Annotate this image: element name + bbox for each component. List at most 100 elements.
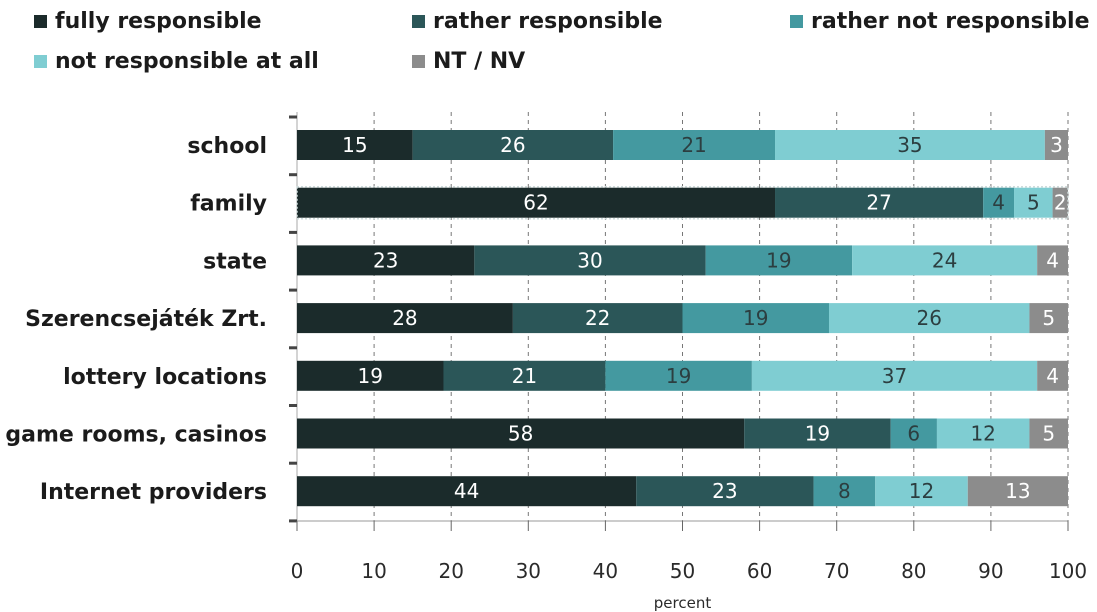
bar-segment	[1044, 130, 1068, 160]
data-label: 62	[523, 191, 548, 215]
data-label: 28	[392, 306, 417, 330]
data-label: 44	[454, 479, 479, 503]
data-label: 13	[1005, 479, 1030, 503]
data-label: 19	[666, 364, 691, 388]
data-label: 4	[1046, 364, 1059, 388]
bar-segment	[297, 360, 444, 391]
legend-swatch	[412, 55, 425, 68]
data-label: 19	[358, 364, 383, 388]
category-label: game rooms, casinos	[5, 423, 267, 448]
bar-segment	[1037, 360, 1068, 391]
x-tick-label: 20	[438, 559, 463, 583]
x-tick-label: 60	[747, 559, 772, 583]
bar-segment	[852, 245, 1038, 276]
bar-segment	[512, 303, 683, 334]
legend-item: rather responsible	[412, 9, 663, 34]
category-label: family	[190, 192, 267, 217]
bar-segment	[613, 130, 776, 160]
bar-segment	[744, 418, 891, 449]
category-label: Szerencsejáték Zrt.	[25, 307, 267, 332]
data-label: 4	[992, 191, 1005, 215]
x-axis-label: percent	[654, 594, 712, 612]
bar-segment	[705, 245, 853, 276]
bar-segment	[890, 418, 937, 449]
data-label: 24	[932, 248, 957, 272]
data-label: 23	[373, 248, 398, 272]
bar-segment	[1029, 303, 1068, 334]
data-label: 12	[909, 479, 934, 503]
x-tick-label: 10	[361, 559, 386, 583]
bar-segment	[875, 476, 968, 507]
bar-segment	[936, 418, 1030, 449]
data-label: 35	[897, 133, 922, 157]
data-label: 6	[907, 422, 920, 446]
data-label: 19	[805, 422, 830, 446]
bar-segment	[297, 418, 745, 449]
legend-label: rather responsible	[433, 9, 663, 34]
x-tick-label: 70	[824, 559, 849, 583]
x-tick-label: 90	[978, 559, 1003, 583]
bar-segment	[297, 130, 413, 160]
legend-swatch	[790, 15, 803, 28]
legend-label: not responsible at all	[55, 49, 319, 74]
data-label: 23	[712, 479, 737, 503]
x-tick-label: 50	[670, 559, 695, 583]
bar-segment	[751, 360, 1038, 391]
data-label: 5	[1042, 422, 1055, 446]
x-tick-label: 30	[516, 559, 541, 583]
data-label: 4	[1046, 248, 1059, 272]
legend-item: NT / NV	[412, 49, 525, 74]
bar-segment	[1037, 245, 1068, 276]
data-label: 5	[1027, 191, 1040, 215]
legend-label: rather not responsible	[811, 9, 1090, 34]
data-label: 27	[866, 191, 891, 215]
data-label: 3	[1050, 133, 1063, 157]
bar-segment	[297, 476, 637, 507]
category-label: state	[203, 249, 267, 274]
category-label: school	[187, 134, 267, 159]
data-label: 30	[577, 248, 602, 272]
bar-segment	[1052, 187, 1068, 218]
bar-segment	[412, 130, 614, 160]
x-tick-label: 80	[901, 559, 926, 583]
data-label: 19	[743, 306, 768, 330]
bar-segment	[443, 360, 606, 391]
bar-segment	[813, 476, 876, 507]
legend-swatch	[34, 15, 47, 28]
x-tick-label: 100	[1049, 559, 1087, 583]
category-label: Internet providers	[40, 480, 267, 505]
data-label: 5	[1042, 306, 1055, 330]
data-label: 26	[500, 133, 525, 157]
bar-segment	[474, 245, 706, 276]
bar-segment	[297, 245, 475, 276]
legend-item: fully responsible	[34, 9, 262, 34]
bar-segment	[297, 187, 776, 218]
bar-segment	[967, 476, 1068, 507]
legend-swatch	[412, 15, 425, 28]
bar-segment	[828, 303, 1030, 334]
data-label: 58	[508, 422, 533, 446]
bar-segment	[1029, 418, 1068, 449]
data-label: 2	[1054, 191, 1067, 215]
data-label: 19	[766, 248, 791, 272]
bar-segment	[682, 303, 829, 334]
bar-segment	[775, 187, 984, 218]
bar-segment	[983, 187, 1015, 218]
data-label: 15	[342, 133, 367, 157]
legend-swatch	[34, 55, 47, 68]
x-tick-label: 0	[291, 559, 304, 583]
legend-label: NT / NV	[433, 49, 526, 74]
data-label: 22	[585, 306, 610, 330]
data-label: 8	[838, 479, 851, 503]
bar-segment	[1014, 187, 1053, 218]
category-label: lottery locations	[63, 365, 267, 390]
bar-highlight-outline	[296, 185, 1069, 220]
bar-segment	[636, 476, 814, 507]
data-label: 37	[882, 364, 907, 388]
bar-segment	[605, 360, 752, 391]
legend: fully responsible rather responsible rathe…	[0, 0, 1097, 90]
x-tick-label: 40	[593, 559, 618, 583]
legend-item: rather not responsible	[790, 9, 1090, 34]
data-label: 12	[970, 422, 995, 446]
